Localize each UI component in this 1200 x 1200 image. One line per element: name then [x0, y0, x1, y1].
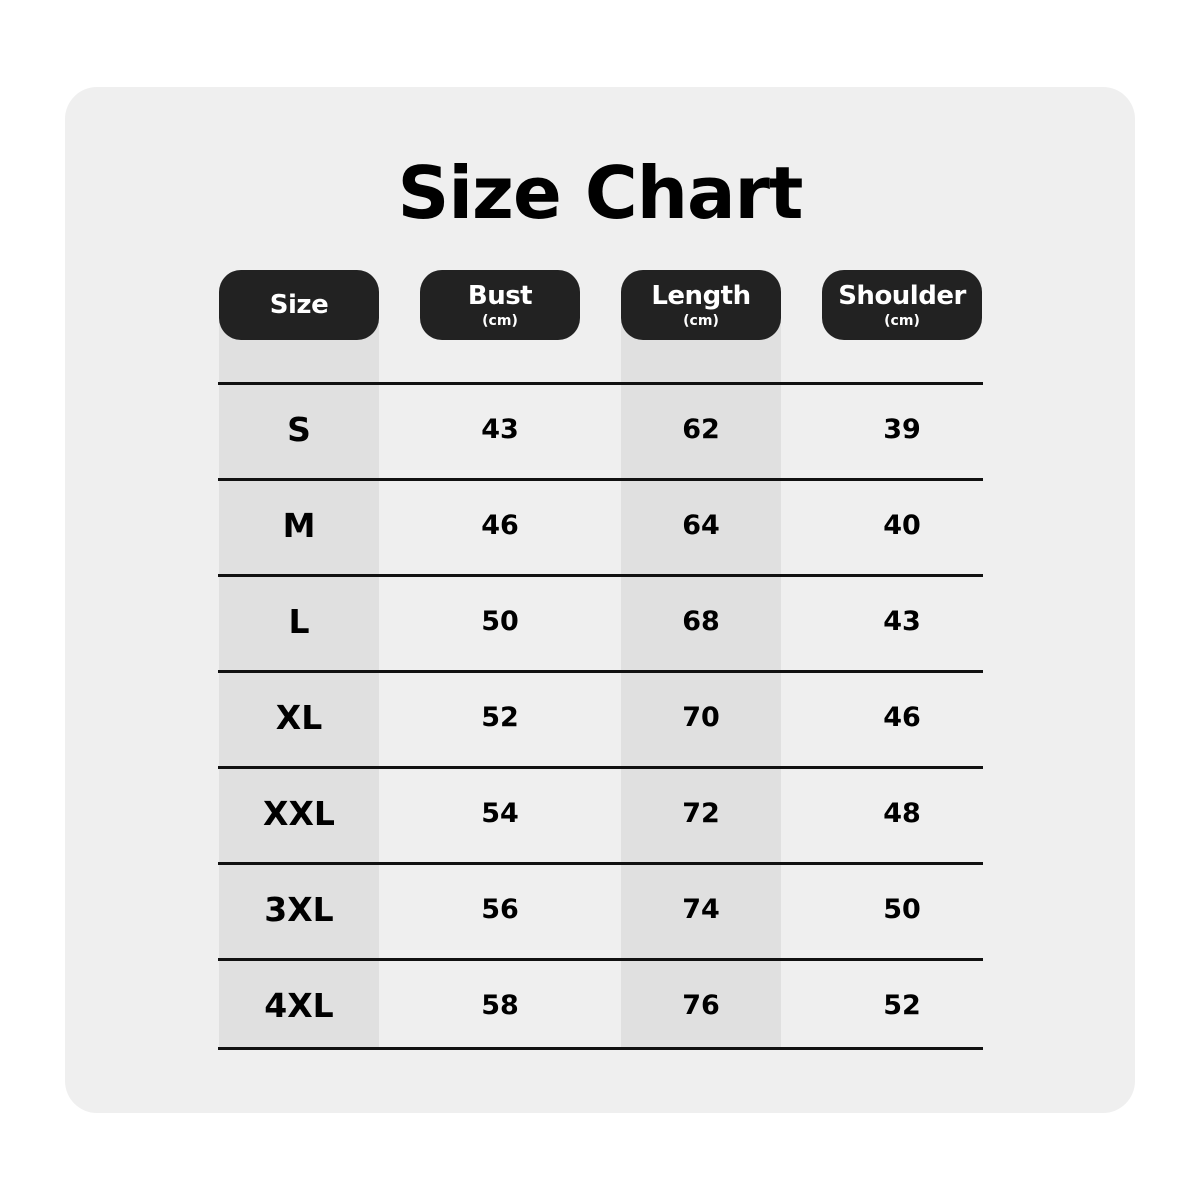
size-column-shade [219, 305, 379, 1048]
size-label: XL [275, 698, 323, 737]
measurement-value: 56 [481, 894, 519, 925]
measurement-value: 64 [682, 510, 720, 541]
measurement-value: 72 [682, 798, 720, 829]
size-label: L [288, 602, 310, 641]
page-title: Size Chart [397, 151, 804, 235]
row-divider [218, 670, 983, 673]
column-header-unit: (cm) [482, 313, 518, 329]
measurement-value: 52 [481, 702, 519, 733]
column-header-label: Size [269, 290, 329, 320]
measurement-value: 62 [682, 414, 720, 445]
measurement-value: 74 [682, 894, 720, 925]
measurement-value: 40 [883, 510, 921, 541]
size-label: M [282, 506, 316, 545]
row-divider [218, 1047, 983, 1050]
measurement-value: 50 [883, 894, 921, 925]
measurement-value: 58 [481, 990, 519, 1021]
column-header-size: Size [219, 270, 379, 340]
column-header-unit: (cm) [683, 313, 719, 329]
column-header-label: Bust [467, 281, 533, 311]
column-header-length: Length (cm) [621, 270, 781, 340]
size-label: 3XL [264, 890, 334, 929]
column-header-label: Shoulder [838, 281, 966, 311]
row-divider [218, 862, 983, 865]
length-column-shade [621, 305, 781, 1048]
row-divider [218, 958, 983, 961]
measurement-value: 68 [682, 606, 720, 637]
column-header-shoulder: Shoulder (cm) [822, 270, 982, 340]
measurement-value: 43 [883, 606, 921, 637]
measurement-value: 54 [481, 798, 519, 829]
measurement-value: 43 [481, 414, 519, 445]
row-divider [218, 574, 983, 577]
row-divider [218, 382, 983, 385]
row-divider [218, 478, 983, 481]
size-label: S [287, 410, 311, 449]
measurement-value: 48 [883, 798, 921, 829]
measurement-value: 39 [883, 414, 921, 445]
measurement-value: 46 [883, 702, 921, 733]
measurement-value: 46 [481, 510, 519, 541]
column-header-unit: (cm) [884, 313, 920, 329]
size-label: 4XL [264, 986, 334, 1025]
column-header-label: Length [651, 281, 751, 311]
measurement-value: 52 [883, 990, 921, 1021]
row-divider [218, 766, 983, 769]
size-label: XXL [263, 794, 335, 833]
column-header-bust: Bust (cm) [420, 270, 580, 340]
measurement-value: 50 [481, 606, 519, 637]
measurement-value: 76 [682, 990, 720, 1021]
measurement-value: 70 [682, 702, 720, 733]
